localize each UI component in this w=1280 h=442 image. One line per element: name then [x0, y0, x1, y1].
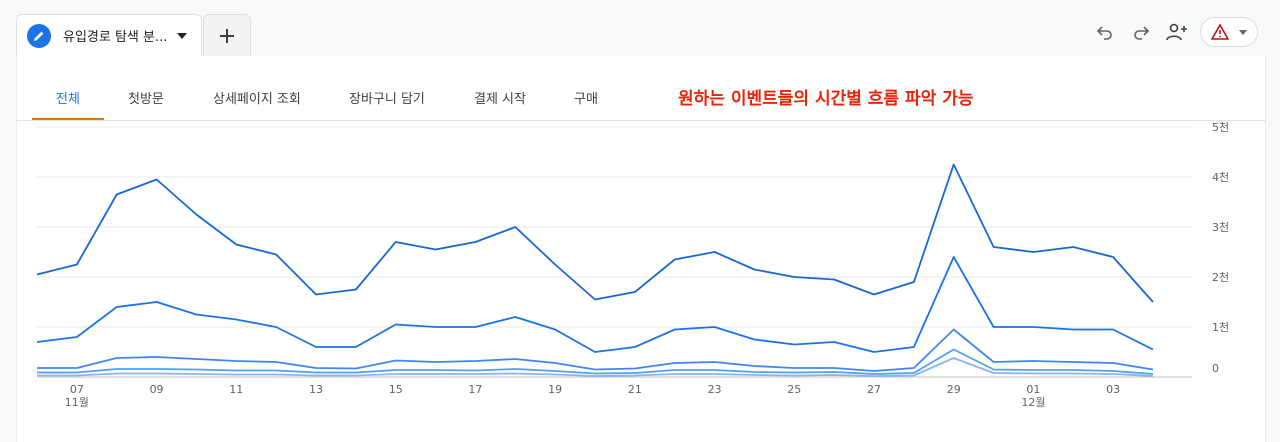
y-tick-label: 1천	[1212, 320, 1229, 334]
undo-icon	[1096, 26, 1112, 40]
x-tick-label: 01	[1026, 383, 1040, 396]
series-line-3[interactable]	[37, 328, 1154, 372]
active-tab-indicator	[32, 118, 104, 120]
x-tick-label: 25	[787, 383, 801, 396]
add-tab-button[interactable]	[203, 14, 251, 56]
x-tick-label: 21	[628, 383, 642, 396]
x-tick-label: 27	[867, 383, 881, 396]
redo-icon	[1134, 26, 1150, 40]
series-line-4[interactable]	[37, 348, 1154, 375]
series-line-5[interactable]	[37, 357, 1154, 377]
warning-menu-button[interactable]	[1200, 17, 1258, 47]
y-tick-label: 5천	[1212, 120, 1229, 134]
x-tick-label: 17	[468, 383, 482, 396]
y-tick-label: 4천	[1212, 170, 1229, 184]
share-button[interactable]	[1162, 17, 1192, 47]
undo-button[interactable]	[1090, 17, 1120, 47]
x-tick-label: 15	[389, 383, 403, 396]
x-tick-label: 11	[229, 383, 243, 396]
x-tick-month-label: 11월	[65, 396, 89, 409]
x-tick-label: 29	[947, 383, 961, 396]
tab-add-to-cart[interactable]: 장바구니 담기	[349, 92, 425, 107]
tab-all[interactable]: 전체	[56, 92, 80, 107]
x-tick-label: 07	[70, 383, 84, 396]
step-tabs: 전체 첫방문 상세페이지 조회 장바구니 담기 결제 시작 구매	[16, 72, 716, 120]
tab-begin-checkout[interactable]: 결제 시작	[474, 92, 526, 107]
redo-button[interactable]	[1126, 17, 1156, 47]
share-user-icon	[1166, 23, 1187, 41]
exploration-tab-label: 유입경로 탐색 분...	[63, 30, 168, 45]
x-tick-label: 13	[309, 383, 323, 396]
y-tick-label: 0	[1212, 362, 1219, 375]
warning-icon	[1211, 24, 1229, 40]
plus-icon	[220, 28, 234, 43]
tab-product-view[interactable]: 상세페이지 조회	[213, 92, 301, 107]
top-bar: 유입경로 탐색 분...	[0, 0, 1280, 56]
series-line-2[interactable]	[36, 256, 1154, 353]
x-tick-month-label: 12월	[1021, 396, 1045, 409]
x-tick-label: 23	[708, 383, 722, 396]
tab-purchase[interactable]: 구매	[574, 92, 598, 107]
series-line-1[interactable]	[36, 163, 1154, 303]
y-tick-label: 3천	[1212, 220, 1229, 234]
tabs-divider	[16, 120, 1266, 121]
exploration-tab[interactable]: 유입경로 탐색 분...	[16, 14, 202, 56]
chevron-down-icon	[1239, 29, 1247, 35]
annotation-text: 원하는 이벤트들의 시간별 흐름 파악 가능	[678, 89, 974, 109]
x-tick-label: 09	[150, 383, 164, 396]
x-tick-label: 19	[548, 383, 562, 396]
toolbar	[1090, 16, 1258, 48]
y-tick-label: 2천	[1212, 270, 1229, 284]
x-tick-label: 03	[1106, 383, 1120, 396]
chevron-down-icon[interactable]	[177, 32, 188, 39]
tab-first-visit[interactable]: 첫방문	[128, 92, 164, 107]
pencil-icon	[27, 23, 51, 48]
